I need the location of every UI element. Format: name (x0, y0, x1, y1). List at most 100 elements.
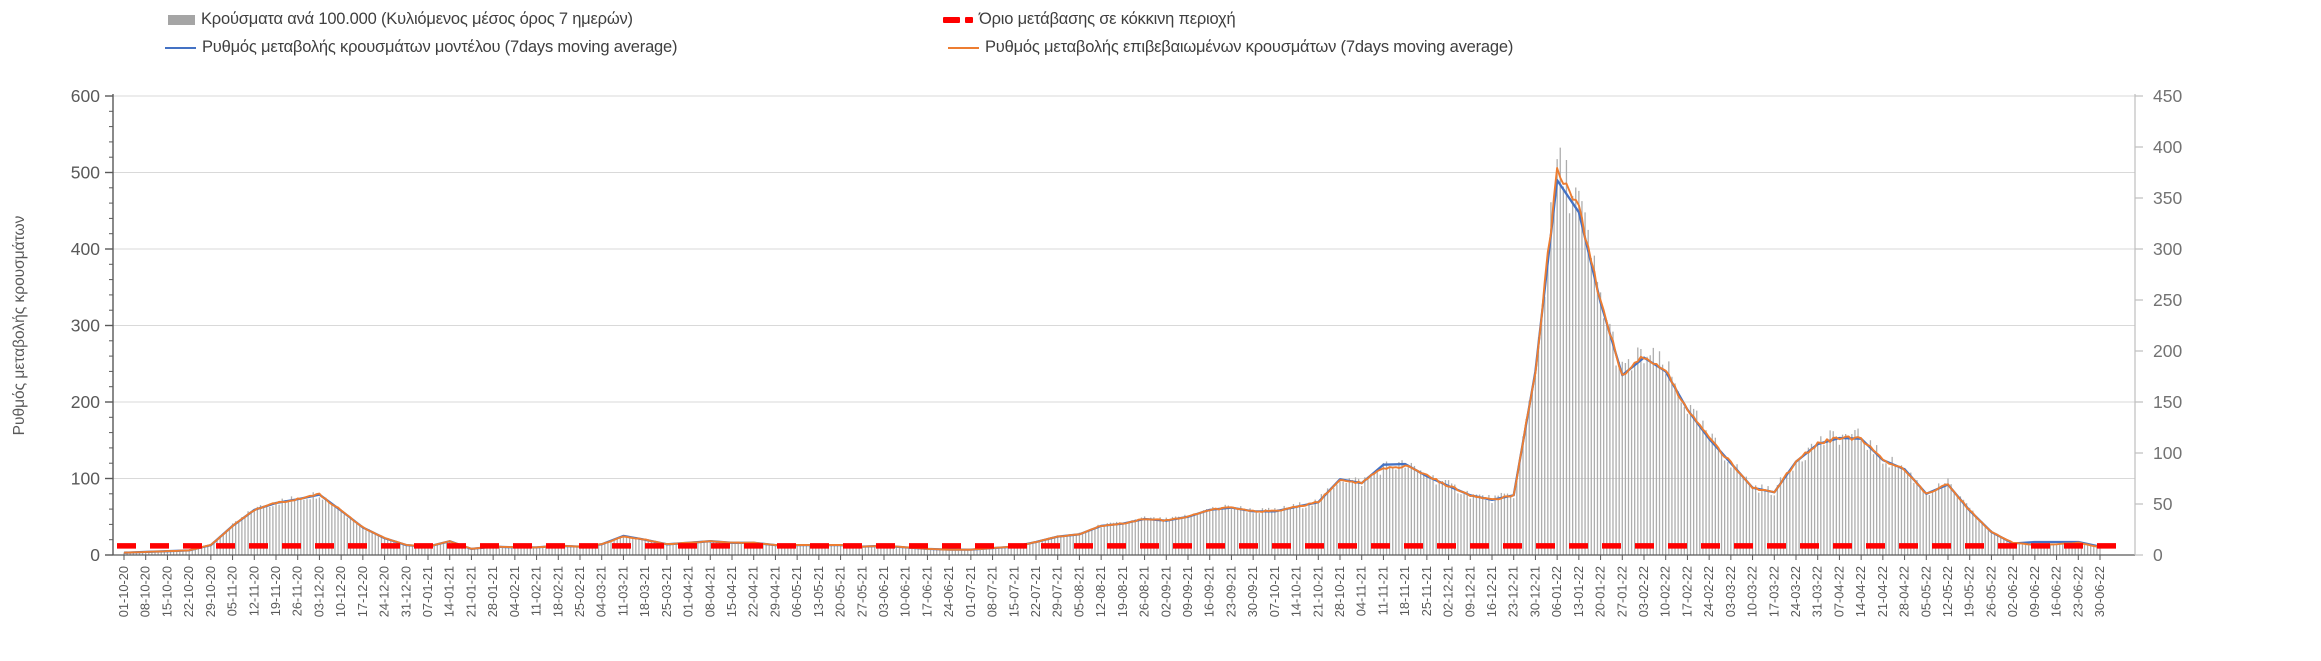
svg-text:09-06-22: 09-06-22 (2027, 566, 2042, 617)
svg-text:22-07-21: 22-07-21 (1028, 566, 1043, 617)
svg-text:250: 250 (2153, 290, 2182, 310)
svg-text:30-06-22: 30-06-22 (2092, 566, 2107, 617)
orange-line-swatch-icon (948, 46, 979, 49)
svg-text:29-07-21: 29-07-21 (1050, 566, 1065, 617)
svg-text:200: 200 (2153, 341, 2182, 361)
svg-text:28-04-22: 28-04-22 (1897, 566, 1912, 617)
svg-text:0: 0 (90, 545, 100, 565)
svg-text:18-03-21: 18-03-21 (637, 566, 652, 617)
svg-text:11-02-21: 11-02-21 (529, 566, 544, 616)
svg-text:29-10-20: 29-10-20 (203, 566, 218, 617)
svg-text:11-11-21: 11-11-21 (1375, 566, 1390, 615)
svg-text:31-12-20: 31-12-20 (398, 566, 413, 617)
svg-text:01-07-21: 01-07-21 (963, 566, 978, 617)
svg-text:29-04-21: 29-04-21 (767, 566, 782, 617)
svg-text:17-03-22: 17-03-22 (1766, 566, 1781, 617)
blue-line-swatch-icon (165, 46, 196, 49)
svg-text:02-12-21: 02-12-21 (1441, 566, 1456, 617)
legend-label-model-line: Ρυθμός μεταβολής κρουσμάτων μοντέλου (7d… (202, 38, 678, 56)
svg-text:27-05-21: 27-05-21 (854, 566, 869, 617)
left-axis-title: Ρυθμός μεταβολής κρουσμάτων (11, 215, 28, 435)
svg-text:15-10-20: 15-10-20 (159, 566, 174, 617)
svg-text:200: 200 (71, 392, 100, 412)
svg-text:07-04-22: 07-04-22 (1831, 566, 1846, 617)
svg-text:12-05-22: 12-05-22 (1940, 566, 1955, 617)
svg-text:10-06-21: 10-06-21 (898, 566, 913, 617)
svg-text:50: 50 (2153, 494, 2173, 514)
svg-text:10-02-22: 10-02-22 (1658, 566, 1673, 617)
svg-text:03-02-22: 03-02-22 (1636, 566, 1651, 617)
svg-text:500: 500 (71, 163, 100, 183)
svg-text:300: 300 (2153, 239, 2182, 259)
svg-text:31-03-22: 31-03-22 (1810, 566, 1825, 617)
svg-text:01-10-20: 01-10-20 (116, 566, 131, 617)
svg-text:22-10-20: 22-10-20 (181, 566, 196, 617)
svg-text:24-03-22: 24-03-22 (1788, 566, 1803, 617)
svg-text:17-06-21: 17-06-21 (919, 566, 934, 617)
x-axis-labels: 01-10-20 08-10-20 15-10-20 22-10-20 29-10-20… (116, 555, 2107, 617)
svg-text:19-08-21: 19-08-21 (1115, 566, 1130, 617)
svg-text:23-09-21: 23-09-21 (1223, 566, 1238, 617)
svg-text:100: 100 (71, 469, 100, 489)
svg-text:14-10-21: 14-10-21 (1289, 566, 1304, 617)
svg-text:22-04-21: 22-04-21 (746, 566, 761, 617)
svg-text:05-11-20: 05-11-20 (225, 566, 240, 616)
svg-text:25-11-21: 25-11-21 (1419, 566, 1434, 616)
svg-text:600: 600 (71, 86, 100, 106)
svg-text:21-04-22: 21-04-22 (1875, 566, 1890, 617)
svg-text:10-12-20: 10-12-20 (333, 566, 348, 617)
svg-text:12-08-21: 12-08-21 (1093, 566, 1108, 617)
svg-text:24-06-21: 24-06-21 (941, 566, 956, 617)
svg-text:100: 100 (2153, 443, 2182, 463)
legend-label-threshold: Όριο μετάβασης σε κόκκινη περιοχή (979, 10, 1236, 28)
svg-text:27-01-22: 27-01-22 (1614, 566, 1629, 617)
svg-text:18-11-21: 18-11-21 (1397, 566, 1412, 616)
svg-text:13-05-21: 13-05-21 (811, 566, 826, 617)
svg-text:350: 350 (2153, 188, 2182, 208)
svg-text:26-05-22: 26-05-22 (1983, 566, 1998, 617)
svg-text:15-07-21: 15-07-21 (1006, 566, 1021, 617)
svg-text:150: 150 (2153, 392, 2182, 412)
legend-item-model-line: Ρυθμός μεταβολής κρουσμάτων μοντέλου (7d… (165, 38, 677, 57)
svg-text:30-09-21: 30-09-21 (1245, 566, 1260, 617)
bar-swatch-icon (168, 14, 195, 25)
legend-item-threshold: Όριο μετάβασης σε κόκκινη περιοχή (943, 10, 1236, 29)
svg-text:07-10-21: 07-10-21 (1267, 566, 1282, 617)
svg-text:18-02-21: 18-02-21 (550, 566, 565, 617)
svg-text:20-05-21: 20-05-21 (833, 566, 848, 617)
svg-text:12-11-20: 12-11-20 (246, 566, 261, 616)
svg-text:21-10-21: 21-10-21 (1310, 566, 1325, 617)
svg-text:21-01-21: 21-01-21 (463, 566, 478, 617)
svg-text:26-08-21: 26-08-21 (1137, 566, 1152, 617)
svg-text:14-01-21: 14-01-21 (442, 566, 457, 617)
svg-text:09-09-21: 09-09-21 (1180, 566, 1195, 617)
svg-text:01-04-21: 01-04-21 (681, 566, 696, 617)
svg-text:03-12-20: 03-12-20 (311, 566, 326, 617)
svg-text:300: 300 (71, 316, 100, 336)
svg-text:17-02-22: 17-02-22 (1679, 566, 1694, 617)
legend-item-cases-bars: Κρούσματα ανά 100.000 (Κυλιόμενος μέσος … (168, 10, 633, 29)
legend-label-confirmed-line: Ρυθμός μεταβολής επιβεβαιωμένων κρουσμάτ… (985, 38, 1514, 56)
svg-text:05-08-21: 05-08-21 (1071, 566, 1086, 617)
svg-text:19-11-20: 19-11-20 (268, 566, 283, 616)
svg-text:14-04-22: 14-04-22 (1853, 566, 1868, 617)
svg-text:30-12-21: 30-12-21 (1527, 566, 1542, 617)
cases-bars-series (123, 147, 2101, 555)
legend-label-cases-bars: Κρούσματα ανά 100.000 (Κυλιόμενος μέσος … (201, 10, 633, 28)
svg-text:28-01-21: 28-01-21 (485, 566, 500, 617)
red-dash-swatch-icon (943, 16, 973, 23)
svg-text:10-03-22: 10-03-22 (1745, 566, 1760, 617)
svg-text:04-11-21: 04-11-21 (1354, 566, 1369, 616)
svg-text:08-04-21: 08-04-21 (702, 566, 717, 617)
svg-text:08-10-20: 08-10-20 (138, 566, 153, 617)
svg-text:08-07-21: 08-07-21 (985, 566, 1000, 617)
svg-text:04-03-21: 04-03-21 (594, 566, 609, 617)
svg-text:24-12-20: 24-12-20 (377, 566, 392, 617)
svg-text:400: 400 (2153, 137, 2182, 157)
svg-text:03-06-21: 03-06-21 (876, 566, 891, 617)
svg-text:16-12-21: 16-12-21 (1484, 566, 1499, 617)
svg-text:400: 400 (71, 239, 100, 259)
svg-text:02-06-22: 02-06-22 (2005, 566, 2020, 617)
svg-text:450: 450 (2153, 86, 2182, 106)
